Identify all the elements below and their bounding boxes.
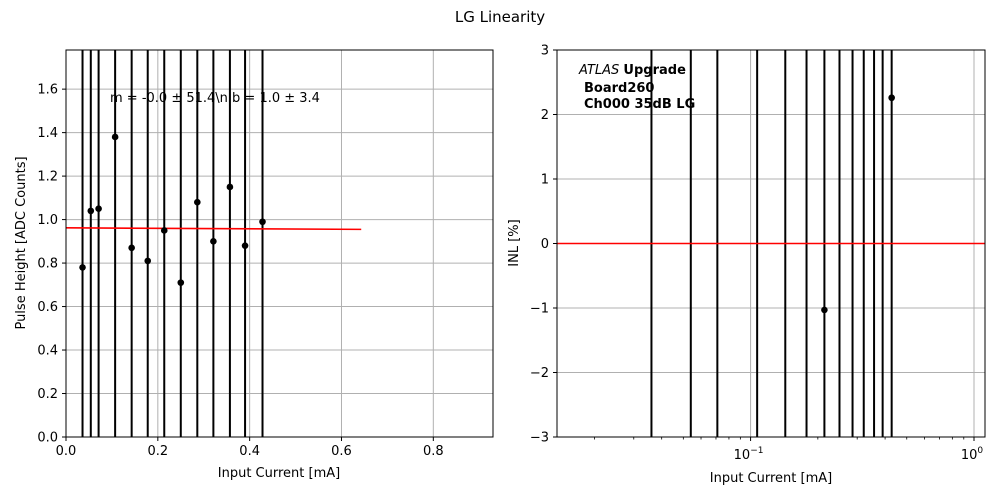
inl-x-axis-label: Input Current [mA] bbox=[710, 471, 832, 486]
y-tick-label: 1.2 bbox=[37, 170, 58, 185]
fit-line bbox=[65, 227, 362, 231]
data-point bbox=[888, 94, 895, 102]
y-tick-label: 0.0 bbox=[37, 431, 58, 446]
data-point bbox=[128, 244, 135, 252]
inl-y-axis-label: INL [%] bbox=[507, 219, 522, 266]
fit-annotation: m = -0.0 ± 51.4\n b = 1.0 ± 3.4 bbox=[110, 91, 320, 106]
x-tick-label: 0.8 bbox=[423, 444, 444, 459]
linearity-x-axis-label: Input Current [mA] bbox=[218, 466, 340, 481]
y-tick-label: −2 bbox=[530, 366, 549, 381]
linearity-points bbox=[79, 133, 266, 286]
upgrade-label: Upgrade bbox=[623, 63, 686, 78]
legend-line-1: ATLAS Upgrade bbox=[578, 63, 686, 78]
linearity-x-ticks: 0.0 0.2 0.4 0.6 0.8 bbox=[56, 437, 444, 459]
data-point bbox=[144, 257, 152, 265]
inl-legend: ATLAS Upgrade Board260 Ch000 35dB LG bbox=[578, 63, 695, 112]
x-tick-label: 0.2 bbox=[147, 444, 168, 459]
atlas-label: ATLAS bbox=[578, 63, 619, 78]
data-point bbox=[79, 264, 86, 271]
y-tick-label: 1.6 bbox=[37, 83, 58, 98]
y-tick-label: 0.8 bbox=[37, 257, 58, 272]
linearity-y-axis-label: Pulse Height [ADC Counts] bbox=[14, 156, 29, 329]
y-tick-label: −1 bbox=[530, 302, 549, 317]
data-point bbox=[177, 279, 185, 286]
linearity-y-ticks: 0.0 0.2 0.4 0.6 0.8 1.0 1.2 1.4 1.6 bbox=[37, 83, 66, 446]
x-tick-exponent: −1 bbox=[750, 446, 763, 456]
data-point bbox=[194, 198, 201, 206]
x-tick-label: 0.4 bbox=[239, 444, 260, 459]
data-point bbox=[160, 227, 168, 234]
y-tick-label: −3 bbox=[530, 431, 549, 446]
x-tick-exponent: 0 bbox=[977, 446, 983, 456]
data-point bbox=[821, 306, 828, 314]
y-tick-label: 1.4 bbox=[37, 126, 58, 141]
board-label: Board260 bbox=[584, 81, 654, 96]
linearity-plot: 0.0 0.2 0.4 0.6 0.8 0.0 0.2 0.4 0.6 0.8 1.0 1.2 1.4… bbox=[14, 49, 494, 481]
data-point bbox=[259, 218, 266, 226]
y-tick-label: 2 bbox=[541, 108, 549, 123]
linearity-error-bars bbox=[81, 50, 264, 437]
data-point bbox=[87, 207, 95, 215]
y-tick-label: 3 bbox=[541, 44, 549, 59]
data-point bbox=[111, 133, 119, 141]
y-tick-label: 0.6 bbox=[37, 300, 58, 315]
channel-label: Ch000 35dB LG bbox=[584, 97, 695, 112]
linearity-fit-line bbox=[65, 227, 362, 231]
data-point bbox=[241, 242, 249, 249]
x-tick-label: 0.6 bbox=[331, 444, 352, 459]
data-point bbox=[226, 183, 234, 191]
inl-points bbox=[821, 94, 895, 314]
x-tick-label: 0.0 bbox=[56, 444, 77, 459]
y-tick-label: 1 bbox=[541, 173, 549, 188]
inl-y-ticks: −3 −2 −1 0 1 2 3 bbox=[530, 44, 557, 446]
y-tick-label: 0 bbox=[541, 237, 549, 252]
y-tick-label: 0.4 bbox=[37, 344, 58, 359]
y-tick-label: 1.0 bbox=[37, 213, 58, 228]
y-tick-label: 0.2 bbox=[37, 387, 58, 402]
data-point bbox=[95, 205, 102, 213]
data-point bbox=[210, 238, 217, 245]
figure-title: LG Linearity bbox=[455, 8, 545, 26]
linearity-axes-frame bbox=[65, 49, 494, 438]
